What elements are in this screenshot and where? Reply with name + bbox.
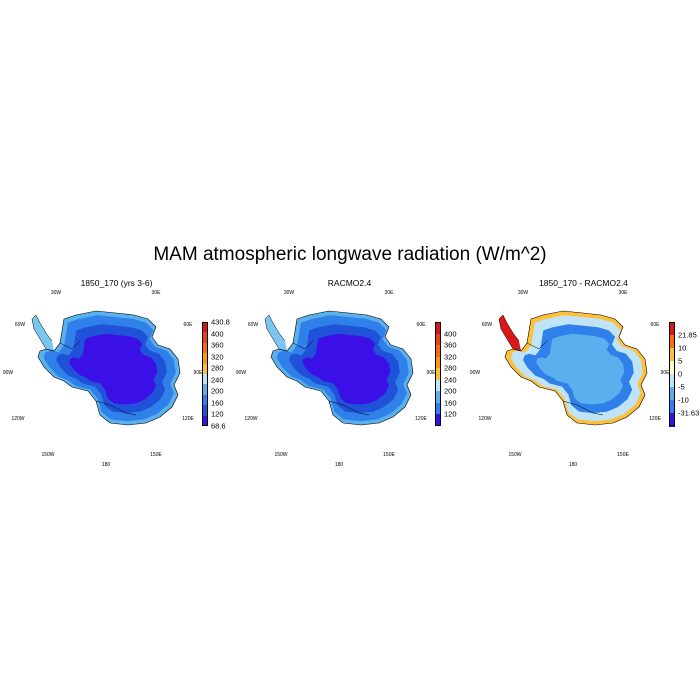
colorbar-label: 280 bbox=[444, 363, 457, 373]
longitude-label: 180 bbox=[568, 462, 578, 468]
ronne-ice-shelf-line bbox=[59, 340, 81, 350]
longitude-label: 150W bbox=[274, 452, 288, 458]
colorbar-label: 400 bbox=[444, 329, 457, 339]
longitude-label: 90E bbox=[660, 370, 670, 376]
longitude-label: 90W bbox=[469, 370, 481, 376]
colorbar-swatch bbox=[669, 361, 675, 375]
longitude-label: 90W bbox=[235, 370, 247, 376]
longitude-label: 120W bbox=[244, 416, 258, 422]
colorbar-label: 120 bbox=[444, 409, 457, 419]
colorbar-swatch bbox=[669, 413, 675, 427]
colorbar-label: -10 bbox=[678, 395, 689, 405]
longitude-label: 30W bbox=[517, 290, 529, 296]
peninsula-coastline bbox=[498, 314, 522, 352]
colorbar-label: 240 bbox=[444, 375, 457, 385]
map-fill-peninsula bbox=[32, 315, 54, 351]
longitude-label: 120E bbox=[182, 416, 194, 422]
longitude-label: 150E bbox=[383, 452, 395, 458]
longitude-label: 60E bbox=[650, 322, 660, 328]
longitude-label: 180 bbox=[334, 462, 344, 468]
colorbar-label: 5 bbox=[678, 356, 683, 366]
ross-ice-shelf-line bbox=[95, 400, 137, 416]
panel-title: 1850_170 - RACMO2.4 bbox=[539, 278, 628, 288]
coastline bbox=[504, 310, 648, 426]
longitude-label: 30W bbox=[283, 290, 295, 296]
colorbar-swatch bbox=[669, 335, 675, 349]
colorbar-label: 0 bbox=[678, 369, 683, 379]
colorbar-label: 68.6 bbox=[211, 421, 226, 431]
panel-title: RACMO2.4 bbox=[327, 278, 372, 288]
colorbar-label: 360 bbox=[211, 340, 224, 350]
colorbar-label: 320 bbox=[444, 352, 457, 362]
colorbar-label: -31.63 bbox=[678, 408, 700, 418]
longitude-label: 90W bbox=[2, 370, 14, 376]
map-fill-interior bbox=[69, 333, 158, 405]
colorbar-label: 240 bbox=[211, 375, 224, 385]
longitude-label: 120W bbox=[11, 416, 25, 422]
colorbar-swatch bbox=[669, 374, 675, 388]
longitude-label: 150E bbox=[150, 452, 162, 458]
longitude-label: 60W bbox=[481, 322, 493, 328]
colorbar-label: 430.8 bbox=[211, 317, 230, 327]
map-fill-interior bbox=[302, 333, 391, 405]
longitude-label: 60E bbox=[183, 322, 193, 328]
longitude-label: 30E bbox=[618, 290, 628, 296]
colorbar-swatch bbox=[669, 322, 675, 336]
ross-ice-shelf-line bbox=[562, 400, 604, 416]
longitude-label: 150E bbox=[617, 452, 629, 458]
longitude-label: 60W bbox=[14, 322, 26, 328]
colorbar-label: 120 bbox=[211, 409, 224, 419]
map-fill-interior bbox=[536, 333, 625, 405]
longitude-label: 30E bbox=[151, 290, 161, 296]
colorbar-label: 160 bbox=[211, 398, 224, 408]
longitude-label: 30W bbox=[50, 290, 62, 296]
longitude-label: 120E bbox=[415, 416, 427, 422]
coastline bbox=[37, 310, 181, 426]
colorbar-label: 160 bbox=[444, 398, 457, 408]
ross-ice-shelf-line bbox=[328, 400, 370, 416]
longitude-label: 60W bbox=[247, 322, 259, 328]
colorbar-label: 400 bbox=[211, 329, 224, 339]
map-fill-peninsula bbox=[499, 315, 521, 351]
colorbar-label: 10 bbox=[678, 343, 687, 353]
colorbar-swatch bbox=[669, 400, 675, 414]
longitude-label: 120W bbox=[478, 416, 492, 422]
longitude-label: 120E bbox=[649, 416, 661, 422]
peninsula-coastline bbox=[264, 314, 288, 352]
colorbar-label: 360 bbox=[444, 340, 457, 350]
ronne-ice-shelf-line bbox=[292, 340, 314, 350]
colorbar-label: 200 bbox=[444, 386, 457, 396]
longitude-label: 90E bbox=[426, 370, 436, 376]
colorbar-label: 200 bbox=[211, 386, 224, 396]
longitude-label: 150W bbox=[41, 452, 55, 458]
colorbar-swatch bbox=[669, 387, 675, 401]
longitude-label: 180 bbox=[101, 462, 111, 468]
peninsula-coastline bbox=[31, 314, 55, 352]
colorbar-label: -5 bbox=[678, 382, 685, 392]
longitude-label: 60E bbox=[416, 322, 426, 328]
colorbar-label: 280 bbox=[211, 363, 224, 373]
panel-title: 1850_170 (yrs 3-6) bbox=[80, 278, 153, 288]
colorbar-label: 320 bbox=[211, 352, 224, 362]
longitude-label: 30E bbox=[384, 290, 394, 296]
ronne-ice-shelf-line bbox=[526, 340, 548, 350]
figure-title: MAM atmospheric longwave radiation (W/m^… bbox=[153, 244, 547, 265]
map-fill-peninsula bbox=[265, 315, 287, 351]
coastline bbox=[270, 310, 414, 426]
colorbar-swatch bbox=[669, 348, 675, 362]
longitude-label: 90E bbox=[193, 370, 203, 376]
longitude-label: 150W bbox=[508, 452, 522, 458]
colorbar-label: 21.85 bbox=[678, 330, 697, 340]
